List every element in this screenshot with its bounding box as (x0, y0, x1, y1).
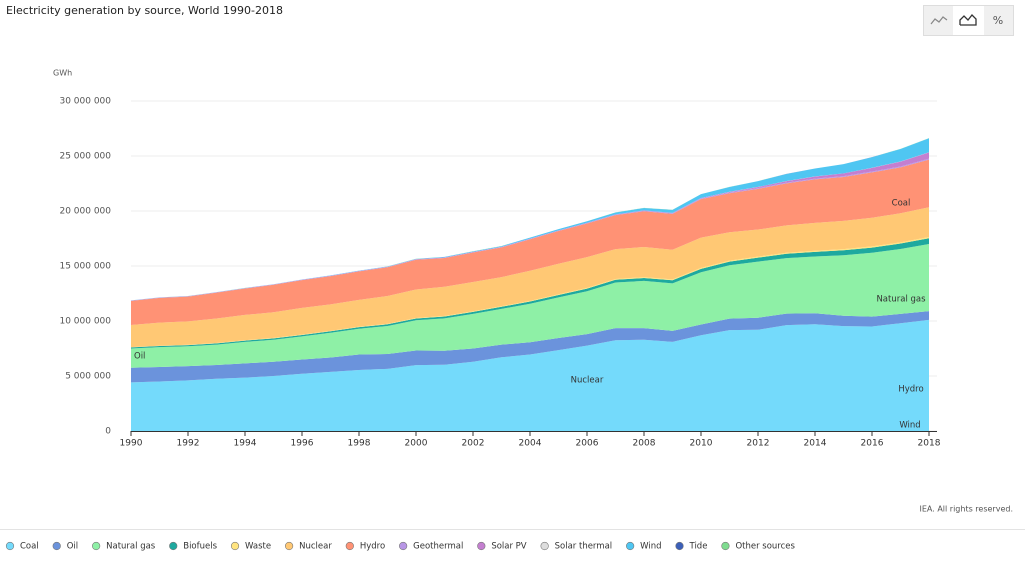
y-axis-label: GWh (53, 69, 72, 78)
legend-swatch (626, 541, 635, 551)
source-note: IEA. All rights reserved. (920, 505, 1014, 514)
legend-label: Geothermal (413, 542, 463, 552)
legend-item[interactable]: Nuclear (284, 541, 332, 552)
legend-label: Solar thermal (555, 542, 613, 552)
series-label: Oil (134, 352, 145, 362)
x-tick-label: 2010 (690, 439, 713, 449)
line-icon (930, 16, 948, 25)
x-tick-label: 2008 (633, 439, 656, 449)
legend-label: Hydro (360, 542, 385, 552)
x-tick-label: 2018 (918, 439, 941, 449)
chart-title: Electricity generation by source, World … (6, 4, 283, 17)
x-tick-label: 2016 (861, 439, 884, 449)
x-tick-label: 1990 (120, 439, 143, 449)
legend-swatch (284, 541, 294, 551)
legend-item[interactable]: Coal (5, 541, 39, 552)
legend-item[interactable]: Other sources (721, 541, 796, 552)
legend-item[interactable]: Natural gas (92, 541, 156, 552)
y-tick-label: 25 000 000 (59, 152, 111, 162)
legend-label: Nuclear (299, 542, 332, 552)
percent-label: % (993, 14, 1003, 27)
line-view-button[interactable] (924, 6, 953, 35)
legend-swatch (345, 541, 354, 551)
legend-swatch (675, 541, 684, 551)
area (131, 244, 929, 368)
x-tick-label: 1992 (177, 439, 200, 449)
x-tick-label: 1998 (348, 439, 371, 449)
legend-label: Oil (67, 542, 78, 552)
legend-item[interactable]: Biofuels (169, 541, 218, 552)
legend-item[interactable]: Hydro (345, 541, 385, 552)
percent-view-button[interactable] (984, 6, 1013, 35)
series-label: Natural gas (876, 295, 926, 305)
y-tick-label: 0 (105, 427, 111, 437)
legend-swatch (5, 541, 15, 551)
areas (131, 138, 929, 431)
legend-swatch (169, 541, 178, 551)
legend-swatch (230, 541, 240, 551)
legend-swatch (721, 541, 730, 551)
legend-item[interactable]: Tide (675, 541, 708, 552)
y-tick-label: 20 000 000 (59, 207, 111, 217)
area (131, 159, 929, 325)
legend-label: Waste (245, 542, 271, 552)
area-icon (959, 14, 977, 26)
x-tick-label: 2006 (576, 439, 599, 449)
legend-label: Solar PV (491, 542, 526, 552)
area-view-button[interactable] (954, 6, 983, 35)
legend-item[interactable]: Solar thermal (540, 541, 613, 552)
legend-item[interactable]: Solar PV (477, 541, 527, 552)
x-tick-label: 2004 (519, 439, 542, 449)
area (131, 207, 929, 348)
x-tick-label: 2014 (804, 439, 827, 449)
legend-label: Natural gas (106, 542, 156, 552)
legend-label: Biofuels (183, 542, 217, 552)
y-tick-label: 10 000 000 (59, 317, 111, 327)
x-tick-label: 1996 (291, 439, 314, 449)
area (131, 311, 929, 383)
legend-swatch (52, 541, 61, 551)
y-tick-label: 30 000 000 (59, 97, 111, 107)
legend-swatch (92, 541, 101, 551)
area (131, 319, 929, 431)
series-label: Coal (892, 199, 911, 209)
legend-label: Wind (640, 542, 661, 552)
legend-swatch (399, 541, 408, 551)
legend-swatch (540, 541, 549, 551)
x-tick-label: 2000 (405, 439, 428, 449)
legend-item[interactable]: Geothermal (399, 542, 463, 552)
legend-label: Tide (689, 542, 708, 552)
y-tick-label: 15 000 000 (59, 262, 111, 272)
legend-item[interactable]: Wind (626, 541, 662, 552)
x-tick-label: 2012 (747, 439, 770, 449)
legend-label: Coal (20, 542, 39, 552)
x-tick-label: 2002 (462, 439, 485, 449)
series-label: Hydro (898, 385, 923, 395)
legend-item[interactable]: Waste (230, 541, 271, 552)
x-tick-label: 1994 (234, 439, 257, 449)
series-label: Wind (899, 421, 920, 431)
series-label: Nuclear (571, 376, 604, 386)
y-tick-label: 5 000 000 (65, 372, 111, 382)
legend-item[interactable]: Oil (52, 541, 78, 552)
legend: Coal Oil Natural gas Biofuels Waste Nuclear Hy… (5, 541, 796, 552)
legend-label: Other sources (735, 542, 795, 552)
legend-swatch (477, 541, 486, 551)
